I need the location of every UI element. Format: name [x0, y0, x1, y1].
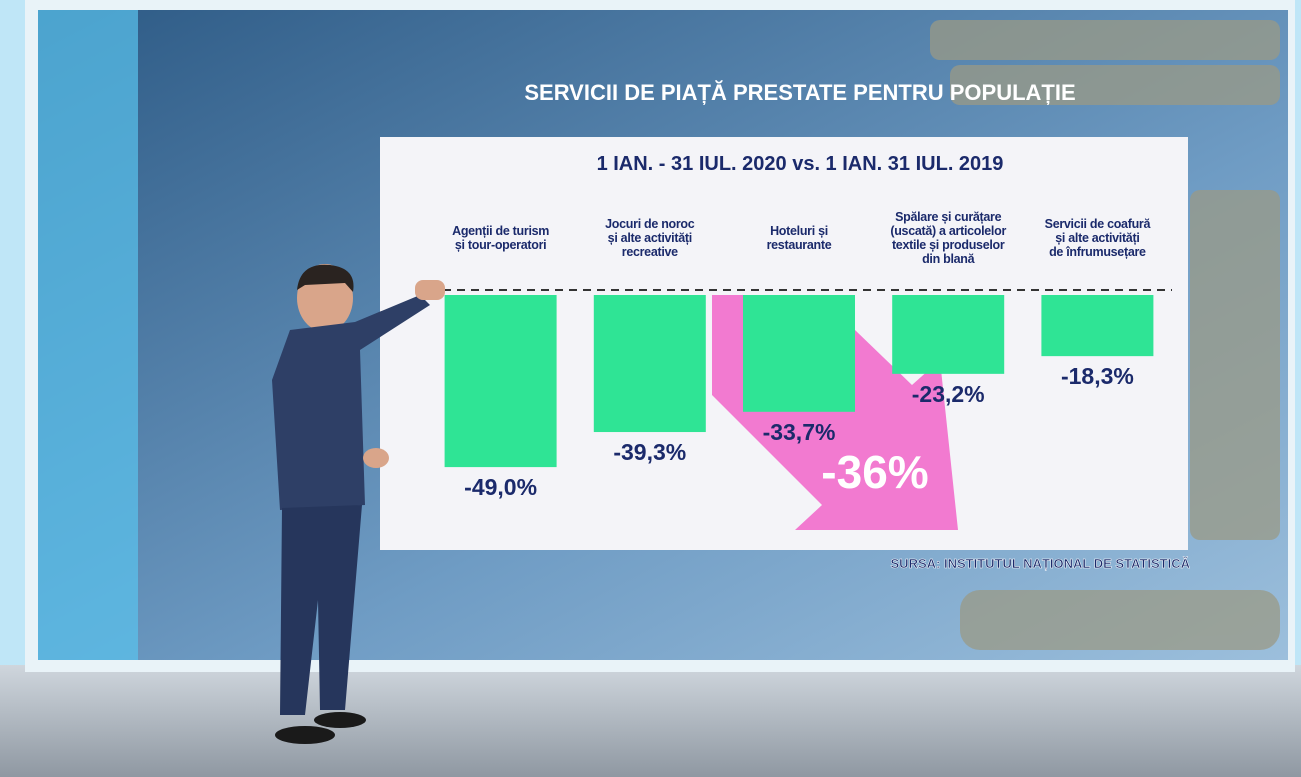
source: SURSA: INSTITUTUL NAȚIONAL DE STATISTICĂ [891, 556, 1191, 571]
bar [743, 295, 855, 412]
annotation: -36% [821, 446, 928, 498]
category-label: Hoteluri și restaurante [766, 224, 832, 252]
bar [892, 295, 1005, 374]
category-label: Agenții de turism și tour-operatori [452, 224, 550, 252]
value-label: -39,3% [613, 439, 686, 465]
value-label: -18,3% [1061, 363, 1134, 389]
value-label: -49,0% [464, 474, 537, 500]
category-label: Servicii de coafură și alte activități d… [1044, 217, 1151, 259]
value-label: -23,2% [912, 381, 985, 407]
bar [444, 295, 557, 468]
bar [1041, 295, 1154, 357]
bar [593, 295, 706, 433]
category-label: Jocuri de noroc și alte activități recre… [605, 217, 695, 259]
screen-edge [38, 10, 138, 660]
coins [930, 20, 1280, 650]
value-label: -33,7% [763, 419, 836, 445]
presenter [272, 264, 445, 744]
floor [0, 665, 1301, 777]
chart-title: SERVICII DE PIAȚĂ PRESTATE PENTRU POPULA… [524, 80, 1075, 105]
chart-subtitle: 1 IAN. - 31 IUL. 2020 vs. 1 IAN. 31 IUL.… [597, 153, 1004, 175]
category-label: Spălare și curățare (uscată) a articolel… [890, 210, 1007, 266]
